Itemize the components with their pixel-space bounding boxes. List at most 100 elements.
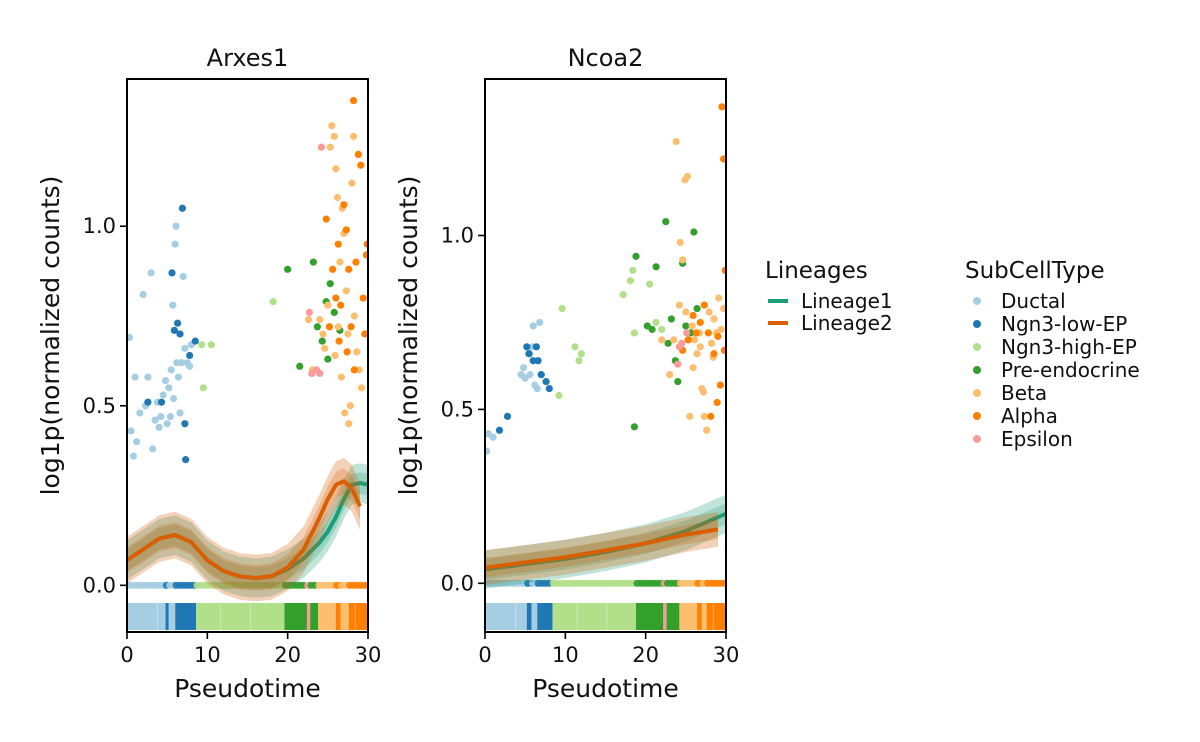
x-tick-label: 30: [713, 643, 740, 667]
data-point: [179, 272, 187, 281]
bar-segment-alpha: [706, 603, 726, 630]
data-point: [678, 339, 686, 347]
bar-segment-beta: [679, 603, 698, 630]
data-point: [359, 294, 367, 302]
y-tick-label: 0.5: [441, 397, 474, 421]
data-point: [316, 315, 324, 324]
bar-stripe: [157, 603, 158, 630]
axes-frame: [126, 78, 369, 633]
legend-swatch-beta: [973, 389, 981, 397]
x-tick-label: 20: [274, 643, 301, 667]
data-point: [325, 323, 334, 331]
bar-segment-pre-endocrine: [636, 603, 664, 630]
bar-segment-beta: [340, 603, 349, 630]
x-axis-label: Pseudotime: [174, 674, 321, 703]
points-alpha: [679, 103, 726, 420]
smooth-line: [127, 479, 362, 581]
data-point: [332, 165, 340, 173]
data-point: [674, 377, 682, 386]
data-point: [161, 377, 170, 385]
bar-segment-ngn3-low-ep: [165, 603, 169, 630]
legend-swatch-ngn3-high-ep: [973, 343, 981, 351]
data-point: [337, 373, 346, 381]
bar-segment-epsilon: [306, 603, 311, 630]
data-point: [170, 326, 178, 334]
data-point: [350, 312, 358, 320]
panel-title: Arxes1: [207, 44, 289, 72]
bar-segment-ductal: [531, 603, 538, 630]
data-point: [318, 337, 326, 345]
x-axis-label: Pseudotime: [532, 674, 679, 703]
curve-lineage2: [127, 457, 362, 602]
bar-stripe: [515, 603, 516, 630]
data-point: [526, 371, 534, 379]
data-point: [321, 344, 329, 352]
data-point: [163, 420, 171, 428]
legend-title: Lineages: [765, 258, 868, 284]
curve-lineage2: [485, 512, 719, 585]
data-point: [171, 240, 179, 248]
data-point: [693, 350, 701, 358]
data-point: [719, 304, 726, 313]
data-point: [667, 315, 675, 323]
data-point: [350, 366, 358, 374]
points-ductal: [485, 318, 545, 455]
data-point: [689, 311, 697, 320]
data-point: [284, 265, 292, 273]
bar-segment-epsilon: [663, 603, 667, 630]
data-point: [713, 398, 721, 407]
bar-segment-pre-endocrine: [284, 603, 307, 630]
data-point: [159, 391, 167, 399]
data-point: [322, 215, 330, 223]
data-point: [176, 409, 184, 417]
data-point: [181, 344, 189, 352]
data-point: [703, 426, 711, 434]
bar-stripe: [220, 603, 222, 630]
data-point: [719, 155, 726, 163]
data-point: [191, 337, 199, 345]
data-point: [717, 325, 725, 334]
data-point: [525, 350, 533, 358]
bar-segment-beta: [701, 603, 707, 630]
data-point: [536, 318, 544, 327]
legend-label-lineage2: Lineage2: [801, 311, 893, 335]
legend-swatch-ductal: [973, 297, 981, 305]
x-tick-label: 10: [194, 643, 221, 667]
data-point: [710, 315, 718, 323]
data-point: [144, 373, 152, 381]
bar-stripe: [712, 603, 714, 630]
data-point: [346, 402, 354, 410]
y-tick-label: 0.0: [441, 571, 474, 595]
data-point: [349, 132, 358, 141]
legend-swatch-pre-endocrine: [973, 366, 981, 374]
panel-arxes1: 0.0 0.5 1.0 0 10 20 30 Arxes1 Pseudotime log1p(no…: [36, 44, 381, 703]
confidence-band-inner: [485, 519, 718, 578]
confidence-band-inner: [127, 468, 360, 591]
confidence-band: [485, 512, 718, 585]
bar-stripe: [606, 603, 608, 630]
bar-segment-beta: [318, 603, 336, 630]
data-point: [362, 251, 368, 259]
data-point: [199, 384, 207, 392]
smooth-line: [485, 527, 719, 570]
data-point: [485, 447, 491, 455]
data-point: [670, 336, 678, 344]
data-point: [167, 366, 175, 374]
data-point: [674, 360, 682, 368]
data-point: [149, 445, 157, 453]
data-point: [690, 228, 698, 236]
data-point: [354, 150, 362, 159]
data-point: [174, 319, 182, 327]
bar-segment-ductal: [485, 603, 527, 630]
points-alpha: [322, 96, 368, 374]
points-ngn3-high-ep: [198, 298, 277, 392]
confidence-band: [127, 463, 368, 598]
data-point: [328, 122, 336, 130]
data-point: [353, 348, 361, 356]
points-ngn3-low-ep: [495, 343, 553, 434]
data-point: [707, 339, 716, 347]
data-point: [626, 277, 635, 285]
legend-label-pre-endocrine: Pre-endocrine: [1001, 358, 1140, 382]
panel-title: Ncoa2: [568, 44, 644, 72]
data-point: [324, 355, 332, 363]
